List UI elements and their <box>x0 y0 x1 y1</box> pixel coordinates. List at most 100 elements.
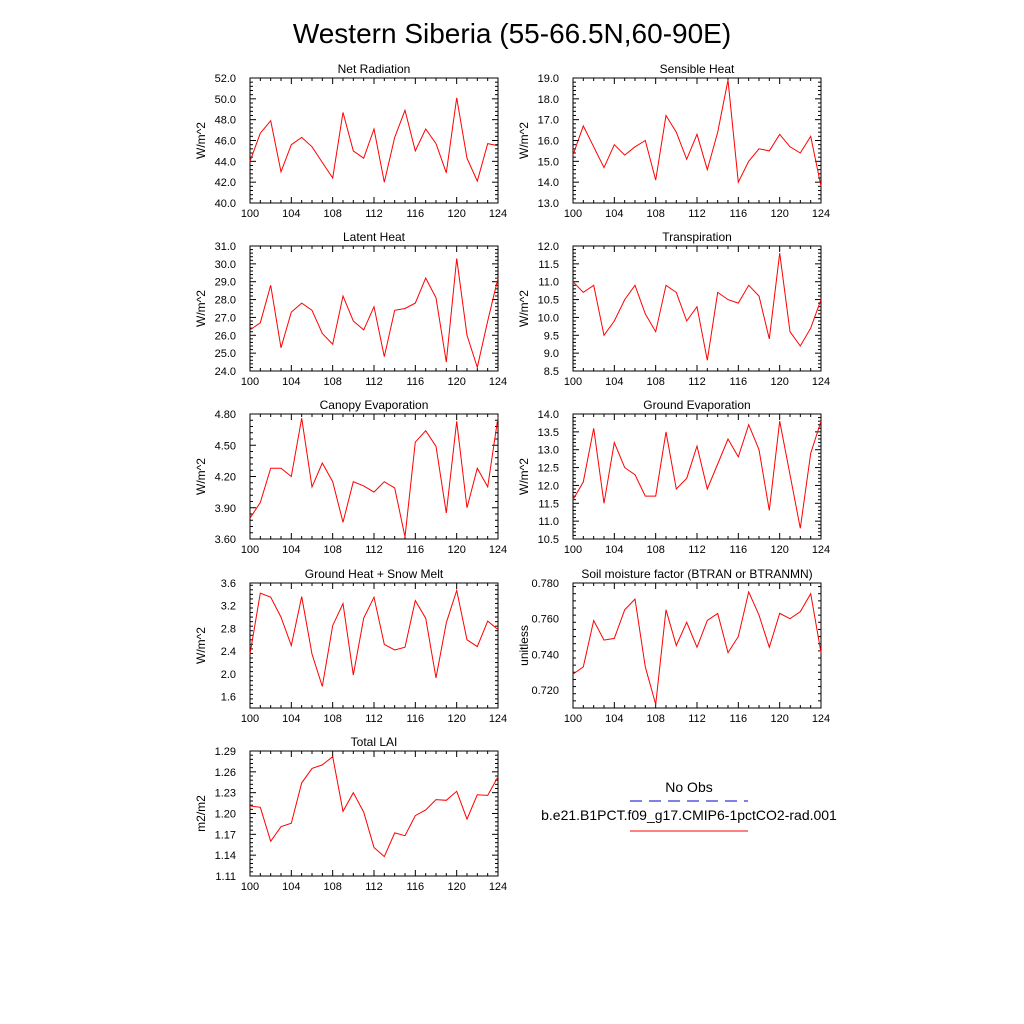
sensible-heat-ytick-label: 19.0 <box>538 73 559 85</box>
soil-moisture-factor-btran-or-btranmn-ytick-label: 0.780 <box>531 578 559 590</box>
soil-moisture-factor-btran-or-btranmn-ytick-label: 0.720 <box>531 685 559 697</box>
transpiration-xtick-label: 116 <box>730 376 748 388</box>
latent-heat-xtick-label: 112 <box>365 376 383 388</box>
ground-evaporation-ytick-label: 11.5 <box>538 498 559 510</box>
total-lai-plot-frame <box>249 750 499 877</box>
ground-evaporation-xtick-label: 108 <box>646 544 664 556</box>
soil-moisture-factor-btran-or-btranmn-series-line <box>572 590 822 705</box>
figure-title: Western Siberia (55-66.5N,60-90E) <box>293 18 731 49</box>
ground-evaporation-ytick-label: 10.5 <box>538 534 559 546</box>
net-radiation-ytick-label: 44.0 <box>215 156 236 168</box>
ground-evaporation-xtick-label: 100 <box>564 544 582 556</box>
sensible-heat-ytick-label: 14.0 <box>538 177 559 189</box>
soil-moisture-factor-btran-or-btranmn-ylabel: unitless <box>517 625 531 666</box>
canopy-evaporation-plot-frame <box>249 413 499 540</box>
total-lai-xtick-label: 120 <box>447 881 465 893</box>
chart-total-lai: Total LAI m2/m2 100 104 108 112 116 120 124 1.11 1… <box>194 735 507 893</box>
ground-heat-snow-melt-ytick-label: 3.6 <box>221 578 236 590</box>
sensible-heat-xtick-label: 108 <box>646 208 664 220</box>
chart-ground-evaporation: Ground Evaporation W/m^2 100 104 108 112 116 12… <box>517 398 830 556</box>
sensible-heat-ytick-label: 15.0 <box>538 156 559 168</box>
ground-heat-snow-melt-ytick-label: 2.4 <box>221 646 236 658</box>
ground-heat-snow-melt-ylabel: W/m^2 <box>194 627 208 664</box>
latent-heat-ytick-label: 27.0 <box>215 312 236 324</box>
ground-heat-snow-melt-ytick-label: 2.8 <box>221 623 236 635</box>
ground-evaporation-ytick-label: 13.0 <box>538 445 559 457</box>
latent-heat-ytick-label: 28.0 <box>215 295 236 307</box>
net-radiation-xtick-label: 124 <box>489 208 507 220</box>
ground-evaporation-plot-frame <box>572 413 822 540</box>
total-lai-ylabel: m2/m2 <box>194 795 208 832</box>
transpiration-ytick-label: 10.5 <box>538 295 559 307</box>
transpiration-xtick-label: 120 <box>770 376 788 388</box>
ground-evaporation-ytick-label: 13.5 <box>538 427 559 439</box>
soil-moisture-factor-btran-or-btranmn-xtick-label: 124 <box>812 713 830 725</box>
total-lai-ytick-label: 1.14 <box>215 850 236 862</box>
ground-evaporation-ytick-label: 11.0 <box>538 516 559 528</box>
soil-moisture-factor-btran-or-btranmn-xtick-label: 108 <box>646 713 664 725</box>
sensible-heat-ytick-label: 16.0 <box>538 136 559 148</box>
sensible-heat-xtick-label: 112 <box>688 208 706 220</box>
sensible-heat-xtick-label: 100 <box>564 208 582 220</box>
transpiration-ytick-label: 12.0 <box>538 241 559 253</box>
soil-moisture-factor-btran-or-btranmn-plot-frame <box>572 582 822 709</box>
ground-heat-snow-melt-xtick-label: 104 <box>282 713 300 725</box>
canopy-evaporation-xtick-label: 104 <box>282 544 300 556</box>
total-lai-title: Total LAI <box>351 735 398 749</box>
ground-heat-snow-melt-xtick-label: 108 <box>323 713 341 725</box>
ground-evaporation-ylabel: W/m^2 <box>517 458 531 495</box>
sensible-heat-plot-frame <box>572 77 822 204</box>
chart-net-radiation: Net Radiation W/m^2 100 104 108 112 116 120 124 4… <box>194 62 507 220</box>
latent-heat-series-line <box>249 258 499 370</box>
chart-ground-heat-snow-melt: Ground Heat + Snow Melt W/m^2 100 104 108 112… <box>194 567 507 725</box>
soil-moisture-factor-btran-or-btranmn-xtick-label: 100 <box>564 713 582 725</box>
chart-latent-heat: Latent Heat W/m^2 100 104 108 112 116 120 124 24.… <box>194 230 507 388</box>
transpiration-ytick-label: 10.0 <box>538 312 559 324</box>
transpiration-xtick-label: 100 <box>564 376 582 388</box>
ground-heat-snow-melt-xtick-label: 100 <box>241 713 259 725</box>
canopy-evaporation-ytick-label: 4.20 <box>215 472 236 484</box>
ground-heat-snow-melt-xtick-label: 124 <box>489 713 507 725</box>
latent-heat-ytick-label: 26.0 <box>215 330 236 342</box>
canopy-evaporation-ytick-label: 4.50 <box>215 440 236 452</box>
latent-heat-ytick-label: 31.0 <box>215 241 236 253</box>
ground-heat-snow-melt-xtick-label: 116 <box>407 713 425 725</box>
sensible-heat-xtick-label: 120 <box>770 208 788 220</box>
transpiration-ytick-label: 11.0 <box>538 277 559 289</box>
legend-model-label: b.e21.B1PCT.f09_g17.CMIP6-1pctCO2-rad.00… <box>541 807 837 823</box>
ground-heat-snow-melt-xtick-label: 120 <box>447 713 465 725</box>
transpiration-xtick-label: 112 <box>688 376 706 388</box>
total-lai-ytick-label: 1.11 <box>215 871 236 883</box>
canopy-evaporation-xtick-label: 120 <box>447 544 465 556</box>
latent-heat-xtick-label: 116 <box>407 376 425 388</box>
transpiration-series-line <box>572 253 822 361</box>
transpiration-xtick-label: 124 <box>812 376 830 388</box>
net-radiation-xtick-label: 112 <box>365 208 383 220</box>
sensible-heat-xtick-label: 124 <box>812 208 830 220</box>
net-radiation-xtick-label: 108 <box>323 208 341 220</box>
net-radiation-xtick-label: 120 <box>447 208 465 220</box>
chart-sensible-heat: Sensible Heat W/m^2 100 104 108 112 116 120 124 1… <box>517 62 830 220</box>
sensible-heat-ytick-label: 18.0 <box>538 94 559 106</box>
net-radiation-xtick-label: 100 <box>241 208 259 220</box>
legend-obs-label: No Obs <box>665 779 712 795</box>
ground-heat-snow-melt-xtick-label: 112 <box>365 713 383 725</box>
net-radiation-plot-frame <box>249 77 499 204</box>
transpiration-title: Transpiration <box>662 230 732 244</box>
sensible-heat-ytick-label: 13.0 <box>538 198 559 210</box>
net-radiation-ylabel: W/m^2 <box>194 122 208 159</box>
soil-moisture-factor-btran-or-btranmn-xtick-label: 120 <box>770 713 788 725</box>
total-lai-xtick-label: 112 <box>365 881 383 893</box>
ground-heat-snow-melt-series-line <box>249 588 499 687</box>
net-radiation-title: Net Radiation <box>338 62 411 76</box>
total-lai-xtick-label: 104 <box>282 881 300 893</box>
net-radiation-ytick-label: 52.0 <box>215 73 236 85</box>
total-lai-ytick-label: 1.23 <box>215 788 236 800</box>
total-lai-xtick-label: 108 <box>323 881 341 893</box>
latent-heat-ylabel: W/m^2 <box>194 290 208 327</box>
canopy-evaporation-xtick-label: 100 <box>241 544 259 556</box>
soil-moisture-factor-btran-or-btranmn-xtick-label: 112 <box>688 713 706 725</box>
sensible-heat-series-line <box>572 80 822 187</box>
ground-heat-snow-melt-title: Ground Heat + Snow Melt <box>305 567 444 581</box>
canopy-evaporation-xtick-label: 116 <box>407 544 425 556</box>
